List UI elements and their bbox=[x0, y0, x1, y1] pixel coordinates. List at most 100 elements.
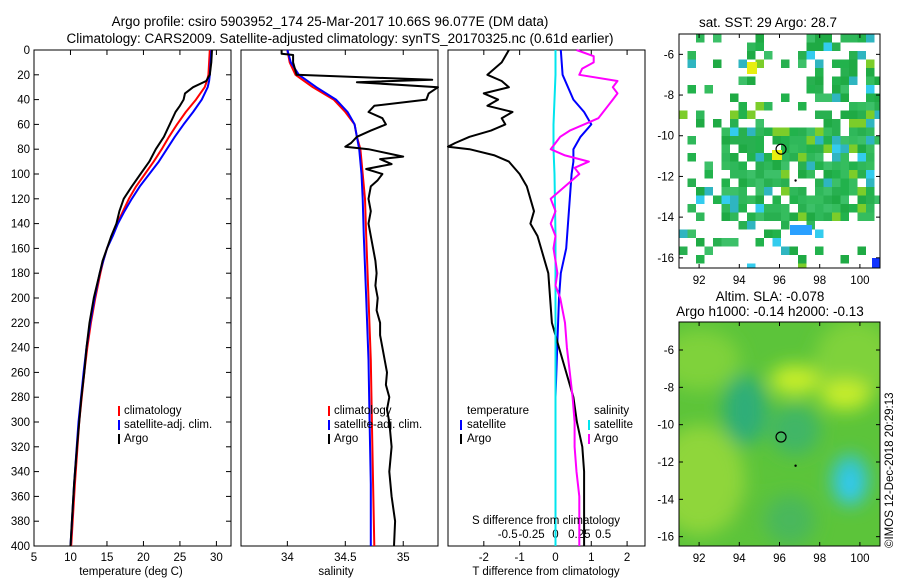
sst-cell bbox=[857, 212, 866, 221]
sst-cell bbox=[849, 144, 858, 153]
salinity-x-ticks: 34 34.5 35 bbox=[281, 50, 410, 564]
x-tick-label: 20 bbox=[137, 552, 150, 564]
sst-cell bbox=[823, 195, 832, 204]
map-y-tick-label: -14 bbox=[657, 212, 674, 224]
sst-cell bbox=[798, 263, 807, 268]
sst-cell bbox=[840, 76, 849, 85]
sst-cell bbox=[815, 212, 824, 221]
sst-cell bbox=[866, 195, 875, 204]
sst-cell bbox=[866, 178, 875, 187]
legend-label-argo: Argo bbox=[334, 433, 358, 445]
map-x-tick-label: 96 bbox=[773, 553, 786, 565]
sst-cell bbox=[721, 161, 730, 170]
x-tick-label: 34.5 bbox=[334, 552, 356, 564]
sst-cell bbox=[755, 59, 764, 68]
sst-cell bbox=[840, 153, 849, 162]
sst-cell bbox=[849, 110, 858, 119]
sst-cell bbox=[857, 127, 866, 136]
sst-cell bbox=[857, 204, 866, 213]
sst-cell bbox=[730, 93, 739, 102]
sst-cell bbox=[738, 187, 747, 196]
sst-cell bbox=[738, 221, 747, 230]
sst-cell bbox=[823, 187, 832, 196]
sst-cell bbox=[738, 59, 747, 68]
sst-cell bbox=[704, 187, 713, 196]
sst-cell bbox=[806, 153, 815, 162]
sst-cell bbox=[815, 68, 824, 77]
x-tick-label: 25 bbox=[174, 552, 187, 564]
sst-cell bbox=[798, 212, 807, 221]
sst-cell bbox=[815, 178, 824, 187]
sst-cell bbox=[789, 195, 798, 204]
y-tick-label: 40 bbox=[17, 95, 30, 107]
y-tick-label: 340 bbox=[11, 467, 30, 479]
sst-cell bbox=[832, 161, 841, 170]
sst-cell bbox=[781, 170, 790, 179]
map-x-tick-label: 94 bbox=[733, 553, 746, 565]
sst-cell bbox=[815, 85, 824, 94]
sst-cell bbox=[755, 187, 764, 196]
sla-map-subtitle: Argo h1000: -0.14 h2000: -0.13 bbox=[676, 304, 864, 319]
sst-cell bbox=[815, 127, 824, 136]
x-tick-label: 0 bbox=[552, 552, 558, 564]
sst-cell bbox=[840, 195, 849, 204]
sst-cell bbox=[730, 161, 739, 170]
sst-cell bbox=[755, 127, 764, 136]
sst-cell bbox=[840, 59, 849, 68]
sst-cell bbox=[755, 119, 764, 128]
sst-cell bbox=[823, 34, 832, 43]
sst-cell bbox=[823, 144, 832, 153]
map-x-tick-label: 98 bbox=[813, 553, 826, 565]
sst-cell bbox=[772, 161, 781, 170]
sst-cell bbox=[806, 204, 815, 213]
sst-cell bbox=[798, 187, 807, 196]
difference-xlabel-s: S difference from climatology bbox=[472, 515, 620, 527]
sst-cell bbox=[849, 204, 858, 213]
sst-cell bbox=[747, 136, 756, 145]
sst-cell bbox=[747, 62, 757, 74]
sst-cell bbox=[679, 110, 688, 119]
s-tick-label: 0.5 bbox=[595, 529, 611, 541]
sst-cell bbox=[755, 238, 764, 247]
sst-cell bbox=[857, 110, 866, 119]
sst-cell bbox=[815, 136, 824, 145]
sst-cell bbox=[789, 246, 798, 255]
sst-cell bbox=[849, 76, 858, 85]
difference-legend-salinity: salinity satellite Argo bbox=[588, 405, 633, 445]
legend-label-t-satellite: satellite bbox=[467, 419, 506, 431]
map-y-tick-label: -8 bbox=[664, 90, 674, 102]
sst-cell bbox=[790, 225, 812, 235]
sst-cell bbox=[764, 187, 773, 196]
sst-cell bbox=[764, 161, 773, 170]
x-tick-label: 15 bbox=[101, 552, 114, 564]
sst-cell bbox=[815, 93, 824, 102]
sst-cell bbox=[857, 246, 866, 255]
sst-cell bbox=[866, 153, 875, 162]
sst-cell bbox=[721, 212, 730, 221]
sst-cell bbox=[874, 195, 880, 204]
sst-cell bbox=[857, 119, 866, 128]
y-tick-label: 120 bbox=[11, 194, 30, 206]
sst-cell bbox=[781, 136, 790, 145]
map-y-tick-label: -8 bbox=[664, 382, 674, 394]
sst-cell bbox=[721, 204, 730, 213]
sst-cell bbox=[704, 246, 713, 255]
sst-cell bbox=[713, 59, 722, 68]
legend-label-s-argo: Argo bbox=[594, 433, 618, 445]
y-tick-label: 320 bbox=[11, 442, 30, 454]
map-y-tick-label: -10 bbox=[657, 131, 674, 143]
y-tick-label: 280 bbox=[11, 392, 30, 404]
sst-cell bbox=[764, 178, 773, 187]
map-y-tick-label: -10 bbox=[657, 420, 674, 432]
sst-cell bbox=[840, 110, 849, 119]
sst-cell bbox=[772, 178, 781, 187]
sst-cell bbox=[755, 102, 764, 111]
sst-cell bbox=[806, 34, 815, 43]
sst-cell bbox=[806, 144, 815, 153]
sst-cell bbox=[798, 204, 807, 213]
sst-cell bbox=[730, 110, 739, 119]
sst-cell bbox=[840, 255, 849, 264]
map-dot-marker bbox=[794, 464, 797, 467]
sst-cell bbox=[755, 42, 764, 51]
